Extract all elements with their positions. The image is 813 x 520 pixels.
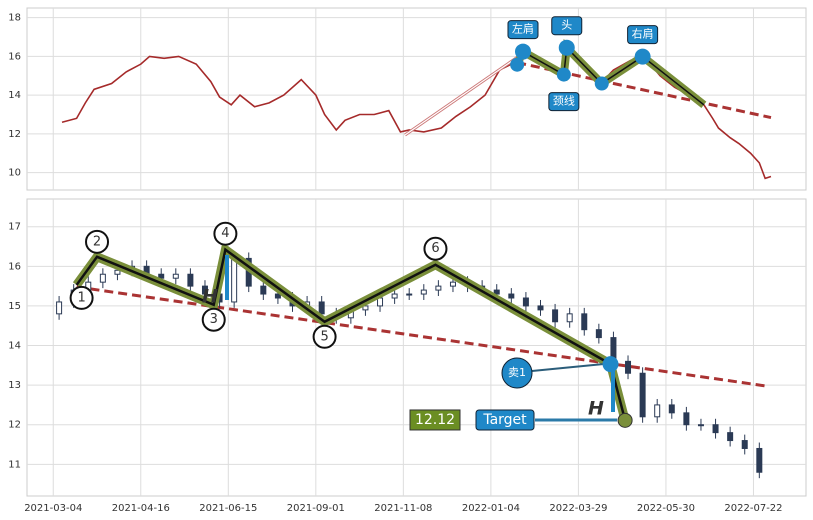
candle-body bbox=[668, 404, 675, 414]
y-tick-label: 12 bbox=[8, 420, 21, 431]
candle-body bbox=[99, 273, 106, 283]
y-tick-label: 15 bbox=[8, 301, 21, 312]
pattern-circle bbox=[201, 307, 226, 332]
candle-body bbox=[172, 273, 179, 279]
x-tick-label: 2022-05-30 bbox=[637, 503, 695, 514]
candle-body bbox=[712, 424, 719, 434]
y-tick-label: 10 bbox=[8, 168, 21, 179]
h-label: H bbox=[588, 398, 604, 420]
y-tick-label: 16 bbox=[8, 51, 21, 62]
candle-body bbox=[56, 301, 63, 315]
y-tick-label: 12 bbox=[8, 129, 21, 140]
x-tick-label: 2021-09-01 bbox=[287, 503, 345, 514]
y-tick-label: 13 bbox=[8, 380, 21, 391]
candle-body bbox=[435, 285, 442, 291]
plot-area bbox=[26, 198, 807, 497]
candle-body bbox=[727, 432, 734, 442]
pattern-label: 4 bbox=[221, 226, 229, 241]
pattern-circle bbox=[423, 236, 448, 261]
y-tick-label: 14 bbox=[8, 90, 21, 101]
pattern-label: 左肩 bbox=[512, 22, 534, 36]
candle-body bbox=[493, 289, 500, 295]
trendline bbox=[76, 285, 769, 388]
pattern-circle bbox=[69, 285, 94, 310]
pattern-circle bbox=[85, 229, 110, 254]
pattern-point bbox=[556, 67, 571, 82]
candle-body bbox=[741, 440, 748, 449]
pattern-line bbox=[75, 247, 627, 421]
x-tick-label: 2021-11-08 bbox=[374, 503, 432, 514]
sell-arrow bbox=[531, 363, 603, 372]
candle-body bbox=[595, 329, 602, 339]
candle-body bbox=[581, 313, 588, 331]
candle-body bbox=[158, 273, 165, 279]
candle-body bbox=[654, 404, 661, 418]
pattern-point bbox=[510, 57, 525, 72]
pattern-label: 颈线 bbox=[553, 94, 575, 108]
candle-body bbox=[508, 293, 515, 299]
candle-body bbox=[449, 281, 456, 287]
pattern-label: 右肩 bbox=[632, 27, 654, 41]
candle-body bbox=[260, 285, 267, 295]
label-box bbox=[627, 25, 659, 45]
x-tick-label: 2022-07-22 bbox=[724, 503, 782, 514]
target-value-box bbox=[409, 409, 461, 431]
candle-body bbox=[231, 257, 238, 303]
candle-body bbox=[697, 424, 704, 427]
candle-body bbox=[318, 301, 325, 315]
y-tick-label: 18 bbox=[8, 13, 21, 24]
x-tick-label: 2021-03-04 bbox=[24, 503, 82, 514]
y-tick-label: 16 bbox=[8, 261, 21, 272]
y-tick-label: 11 bbox=[8, 459, 21, 470]
target-label: Target bbox=[482, 412, 527, 428]
pattern-point bbox=[634, 48, 651, 65]
candle-body bbox=[522, 297, 529, 307]
sell-label: 卖1 bbox=[508, 366, 526, 379]
target-point bbox=[617, 412, 633, 428]
candle-body bbox=[566, 313, 573, 323]
x-tick-label: 2021-04-16 bbox=[112, 503, 170, 514]
pattern-label: 头 bbox=[561, 19, 572, 32]
pattern-circle bbox=[312, 324, 337, 349]
pattern-point bbox=[558, 39, 575, 56]
target-box bbox=[475, 409, 535, 431]
candle-body bbox=[552, 309, 559, 323]
candle-body bbox=[362, 305, 369, 311]
candle-body bbox=[406, 293, 413, 296]
pattern-label: 5 bbox=[320, 329, 328, 344]
candle-body bbox=[391, 293, 398, 299]
pattern-label: 3 bbox=[210, 312, 218, 327]
plot-area bbox=[26, 7, 807, 191]
candle-body bbox=[201, 285, 208, 295]
y-tick-label: 14 bbox=[8, 341, 21, 352]
candle-body bbox=[274, 293, 281, 299]
candle-body bbox=[625, 360, 632, 374]
candle-body bbox=[114, 269, 121, 275]
pattern-label: 2 bbox=[93, 234, 101, 249]
pattern-point bbox=[514, 43, 531, 60]
candle-body bbox=[756, 447, 763, 473]
candle-body bbox=[187, 273, 194, 287]
x-tick-label: 2022-01-04 bbox=[462, 503, 520, 514]
candle-body bbox=[420, 289, 427, 295]
label-box bbox=[507, 20, 539, 40]
candle-body bbox=[537, 305, 544, 311]
label-box bbox=[548, 92, 580, 112]
pattern-point bbox=[594, 76, 609, 91]
candle-body bbox=[639, 372, 646, 418]
y-tick-label: 17 bbox=[8, 222, 21, 233]
sell-point bbox=[602, 356, 619, 373]
arrow bbox=[404, 51, 526, 136]
pattern-circle bbox=[213, 221, 238, 246]
candle-body bbox=[683, 412, 690, 426]
label-box bbox=[551, 16, 583, 36]
target-value: 12.12 bbox=[415, 412, 455, 428]
pattern-label: 1 bbox=[77, 290, 85, 305]
h-label: H bbox=[202, 286, 218, 308]
x-tick-label: 2021-06-15 bbox=[199, 503, 257, 514]
pattern-label: 6 bbox=[431, 241, 439, 256]
x-tick-label: 2022-03-29 bbox=[549, 503, 607, 514]
sell-bubble bbox=[501, 357, 533, 389]
